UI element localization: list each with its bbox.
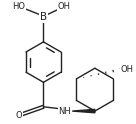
Text: HO: HO <box>13 2 25 11</box>
Text: NH: NH <box>58 107 71 116</box>
Polygon shape <box>72 109 95 113</box>
Text: OH: OH <box>58 2 71 11</box>
Text: O: O <box>16 111 22 120</box>
Text: OH: OH <box>121 65 134 74</box>
Text: B: B <box>40 12 47 22</box>
